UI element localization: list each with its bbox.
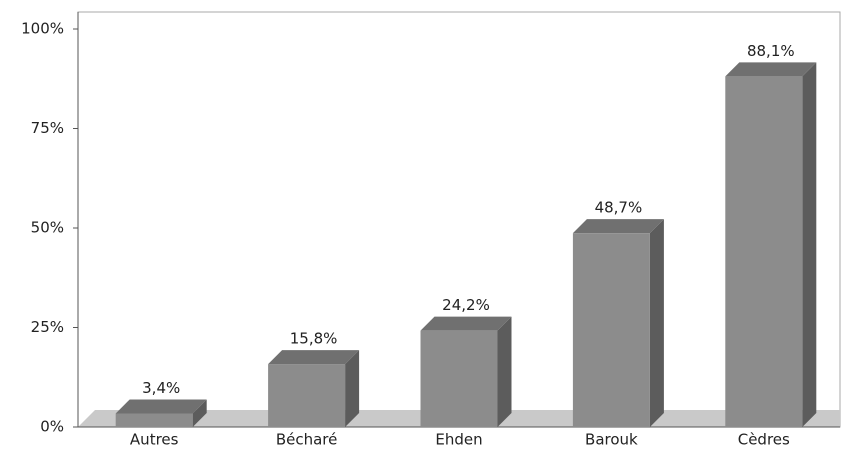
bar-side (345, 350, 360, 427)
value-label: 24,2% (442, 296, 490, 314)
bar (420, 330, 498, 427)
x-tick-label: Barouk (585, 431, 638, 449)
bar-side (192, 399, 207, 427)
x-tick-label: Cèdres (738, 431, 790, 449)
value-label: 3,4% (142, 379, 180, 397)
bar-side (649, 219, 664, 427)
bar-top (115, 399, 207, 414)
bar-top (572, 219, 664, 234)
value-label: 48,7% (595, 199, 643, 217)
y-tick-label: 50% (31, 219, 64, 237)
y-tick-label: 25% (31, 318, 64, 336)
y-tick-label: 100% (21, 20, 64, 38)
bar-side (497, 316, 512, 427)
value-label: 15,8% (290, 330, 338, 348)
y-tick-label: 0% (40, 418, 64, 436)
bar-top (725, 62, 817, 77)
bar-top (420, 316, 512, 331)
bar (268, 364, 346, 427)
bar (115, 413, 193, 427)
y-tick-label: 75% (31, 119, 64, 137)
x-tick-label: Bécharé (276, 431, 338, 449)
bar-side (802, 62, 817, 427)
x-tick-label: Autres (130, 431, 179, 449)
bar-top (268, 350, 360, 365)
value-label: 88,1% (747, 42, 795, 60)
bar (572, 233, 650, 427)
bar (725, 76, 803, 427)
x-tick-label: Ehden (435, 431, 482, 449)
